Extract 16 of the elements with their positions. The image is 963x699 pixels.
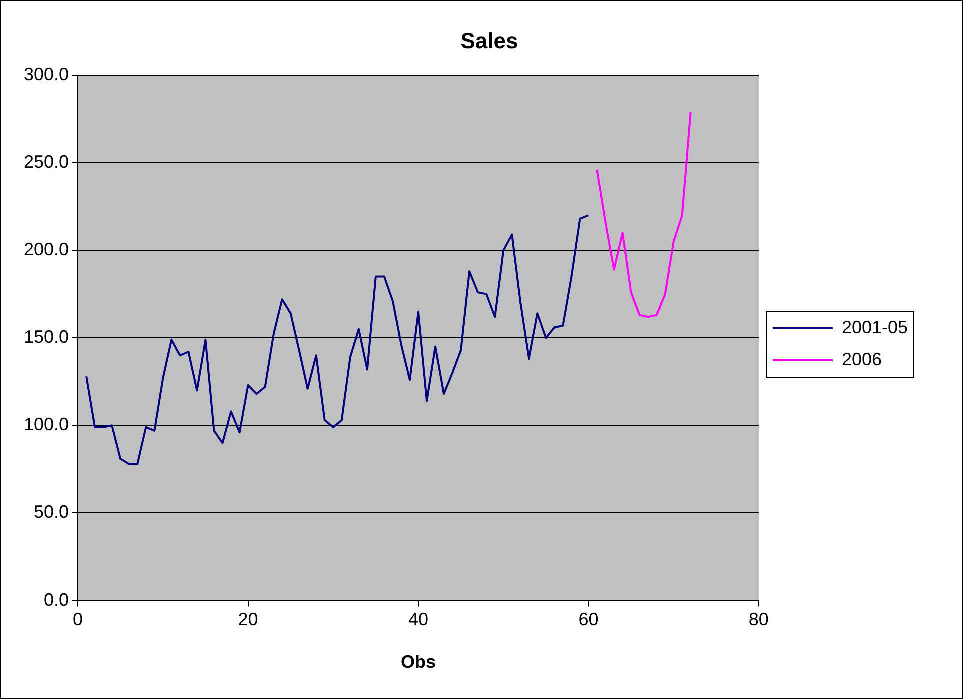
x-tick-label: 40	[408, 610, 429, 630]
y-tick-label: 200.0	[24, 240, 70, 260]
x-tick-label: 60	[578, 610, 599, 630]
y-tick-label: 250.0	[24, 152, 70, 172]
chart-title: Sales	[460, 28, 518, 54]
y-tick-label: 50.0	[34, 502, 70, 522]
x-tick-label: 80	[748, 610, 769, 630]
legend-label: 2006	[842, 349, 882, 370]
legend-label: 2001-05	[842, 317, 908, 338]
y-tick-label: 300.0	[24, 64, 70, 84]
y-tick-label: 100.0	[24, 414, 70, 435]
y-tick-label: 150.0	[24, 327, 70, 348]
x-tick-label: 20	[238, 610, 258, 630]
x-axis-title: Obs	[400, 652, 436, 672]
x-tick-label: 0	[73, 610, 84, 630]
y-tick-label: 0.0	[44, 590, 70, 610]
